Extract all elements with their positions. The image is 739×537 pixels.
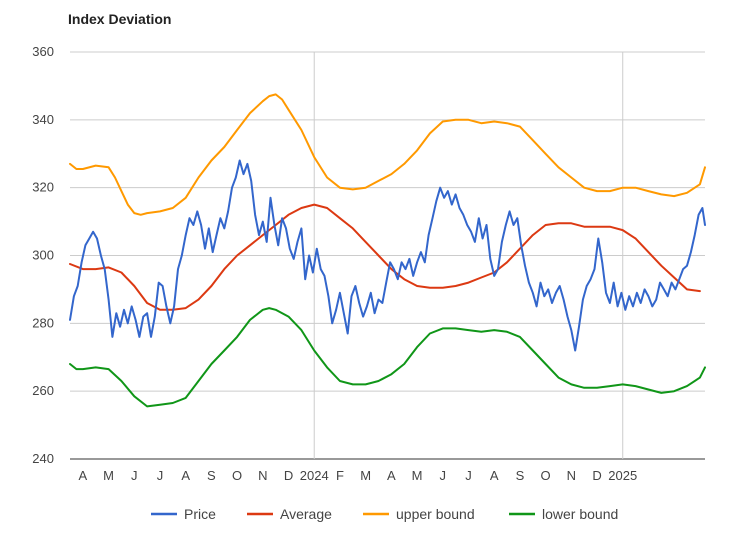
x-tick-label: S	[516, 468, 525, 483]
x-tick-label: N	[567, 468, 576, 483]
x-tick-label: A	[181, 468, 190, 483]
legend-item-lower-bound[interactable]: lower bound	[509, 506, 618, 522]
y-tick-label: 360	[32, 44, 54, 59]
x-tick-label: M	[103, 468, 114, 483]
x-tick-label: M	[360, 468, 371, 483]
legend-item-average[interactable]: Average	[247, 506, 332, 522]
x-tick-label: N	[258, 468, 267, 483]
x-tick-label: O	[541, 468, 551, 483]
x-tick-label: 2024	[300, 468, 329, 483]
y-tick-label: 320	[32, 180, 54, 195]
x-tick-label: J	[440, 468, 447, 483]
y-tick-label: 340	[32, 112, 54, 127]
y-tick-label: 240	[32, 451, 54, 466]
x-tick-label: F	[336, 468, 344, 483]
y-tick-label: 260	[32, 383, 54, 398]
x-tick-label: J	[131, 468, 138, 483]
x-axis-ticks: A M J J A S O N D 2024 F M A M J J A S O N D 2025	[79, 468, 638, 483]
x-tick-label: M	[412, 468, 423, 483]
legend-item-price[interactable]: Price	[151, 506, 216, 522]
y-tick-label: 300	[32, 248, 54, 263]
legend-label: lower bound	[542, 506, 618, 522]
x-tick-label: D	[284, 468, 293, 483]
y-tick-label: 280	[32, 315, 54, 330]
series-line-upper-bound[interactable]	[69, 93, 706, 216]
x-tick-label: J	[157, 468, 164, 483]
legend[interactable]: Price Average upper bound lower bound	[151, 506, 618, 522]
x-tick-label: S	[207, 468, 216, 483]
series-line-average[interactable]	[69, 203, 701, 311]
legend-label: upper bound	[396, 506, 475, 522]
series-lines	[69, 93, 706, 408]
y-axis-ticks: 240 260 280 300 320 340 360	[32, 44, 54, 466]
x-tick-label: A	[79, 468, 88, 483]
series-line-price[interactable]	[69, 159, 706, 352]
x-tick-label: O	[232, 468, 242, 483]
legend-label: Price	[184, 506, 216, 522]
legend-item-upper-bound[interactable]: upper bound	[363, 506, 475, 522]
series-line-lower-bound[interactable]	[69, 307, 706, 408]
x-tick-label: D	[592, 468, 601, 483]
legend-label: Average	[280, 506, 332, 522]
x-tick-label: J	[465, 468, 472, 483]
x-tick-label: 2025	[608, 468, 637, 483]
x-tick-label: A	[387, 468, 396, 483]
x-tick-label: A	[490, 468, 499, 483]
gridlines	[70, 51, 705, 460]
chart-title: Index Deviation	[68, 11, 172, 27]
